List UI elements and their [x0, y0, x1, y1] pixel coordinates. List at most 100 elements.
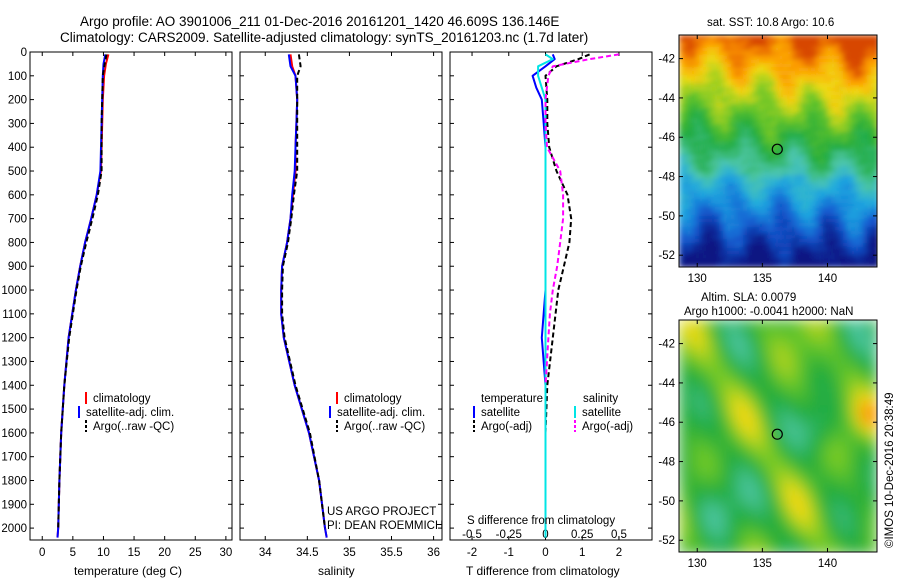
sst-cell: [867, 67, 872, 72]
sst-cell: [843, 115, 848, 120]
sla-cell: [679, 344, 686, 351]
sla-cell: [775, 536, 782, 543]
sst-cell: [715, 95, 720, 100]
sst-cell: [795, 219, 800, 224]
sst-cell: [851, 147, 856, 152]
sst-cell: [747, 175, 752, 180]
sst-cell: [831, 159, 836, 164]
sst-cell: [835, 195, 840, 200]
sla-cell: [733, 332, 740, 339]
sst-cell: [831, 75, 836, 80]
sla-cell: [841, 326, 848, 333]
sst-cell: [867, 211, 872, 216]
sst-cell: [683, 155, 688, 160]
sst-cell: [871, 83, 876, 88]
sst-cell: [751, 135, 756, 140]
sla-cell: [847, 458, 854, 465]
sst-cell: [839, 223, 844, 228]
sst-cell: [723, 47, 728, 52]
sst-cell: [691, 199, 696, 204]
sst-cell: [827, 247, 832, 252]
sst-cell: [763, 67, 768, 72]
sla-cell: [697, 374, 704, 381]
sla-cell: [679, 506, 686, 513]
sst-cell: [755, 187, 760, 192]
sst-cell: [827, 199, 832, 204]
sst-cell: [687, 191, 692, 196]
sst-cell: [751, 199, 756, 204]
sst-cell: [819, 159, 824, 164]
sla-cell: [733, 434, 740, 441]
sst-cell: [691, 39, 696, 44]
sst-cell: [815, 211, 820, 216]
sla-cell: [853, 536, 860, 543]
sst-cell: [747, 35, 752, 40]
x-tick-label: 34: [259, 547, 272, 559]
sst-cell: [787, 211, 792, 216]
sst-cell: [775, 223, 780, 228]
sla-cell: [793, 434, 800, 441]
sst-cell: [855, 191, 860, 196]
sla-cell: [853, 530, 860, 537]
sla-cell: [859, 320, 866, 327]
sla-cell: [685, 326, 692, 333]
sst-cell: [867, 83, 872, 88]
sst-cell: [811, 143, 816, 148]
sst-cell: [731, 263, 736, 267]
sst-cell: [711, 167, 716, 172]
sst-cell: [835, 231, 840, 236]
sst-cell: [843, 39, 848, 44]
sla-cell: [697, 440, 704, 447]
sst-cell: [719, 167, 724, 172]
sst-cell: [827, 35, 832, 40]
sla-cell: [727, 320, 734, 327]
sst-cell: [811, 139, 816, 144]
sst-cell: [771, 167, 776, 172]
sla-cell: [829, 440, 836, 447]
sst-cell: [795, 143, 800, 148]
sst-cell: [803, 79, 808, 84]
sla-cell: [781, 476, 788, 483]
sst-cell: [743, 231, 748, 236]
sst-cell: [859, 179, 864, 184]
sst-cell: [851, 235, 856, 240]
sst-cell: [783, 143, 788, 148]
sst-cell: [871, 207, 876, 212]
sst-cell: [811, 87, 816, 92]
sla-cell: [703, 542, 710, 549]
salinity-x-axis: 34 34.5 35 35.5 36: [259, 52, 440, 559]
sst-cell: [735, 123, 740, 128]
sst-cell: [715, 103, 720, 108]
sst-cell: [691, 183, 696, 188]
sst-heatmap: [679, 35, 877, 267]
sla-cell: [865, 356, 872, 363]
sla-cell: [703, 404, 710, 411]
sst-cell: [763, 143, 768, 148]
sst-cell: [707, 211, 712, 216]
sst-cell: [807, 223, 812, 228]
sst-cell: [799, 91, 804, 96]
sla-cell: [811, 482, 818, 489]
sst-cell: [767, 199, 772, 204]
sla-cell: [799, 338, 806, 345]
sla-cell: [733, 326, 740, 333]
sst-cell: [875, 79, 877, 84]
sst-cell: [839, 163, 844, 168]
sst-cell: [819, 131, 824, 136]
sst-cell: [819, 235, 824, 240]
sst-cell: [763, 151, 768, 156]
sst-cell: [719, 115, 724, 120]
sst-cell: [783, 87, 788, 92]
sla-cell: [823, 506, 830, 513]
sla-cell: [859, 506, 866, 513]
sla-cell: [775, 530, 782, 537]
sst-cell: [787, 187, 792, 192]
sst-cell: [839, 243, 844, 248]
sst-cell: [819, 43, 824, 48]
sla-cell: [823, 536, 830, 543]
sla-cell: [703, 440, 710, 447]
depth-tick-label: 800: [8, 237, 27, 249]
sst-cell: [851, 207, 856, 212]
sla-cell: [793, 410, 800, 417]
sla-cell: [709, 374, 716, 381]
